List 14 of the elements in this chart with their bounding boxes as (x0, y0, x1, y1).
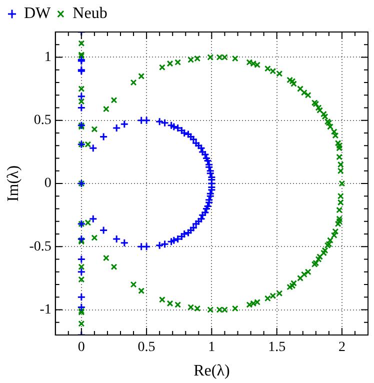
legend-label: DW (24, 5, 52, 22)
y-tick-label: 0.5 (34, 113, 52, 128)
x-tick-label: 1 (208, 340, 216, 356)
y-tick-label: -1 (40, 302, 52, 318)
x-tick-label: 0 (78, 340, 85, 356)
x-tick-label: 0.5 (138, 340, 156, 356)
y-axis-title: Im(λ) (4, 165, 22, 202)
y-tick-label: 1 (44, 50, 52, 65)
legend-label: Neub (72, 5, 108, 22)
x-tick-label: 2 (338, 340, 346, 356)
y-tick-label: -0.5 (29, 239, 52, 254)
x-axis-title: Re(λ) (194, 362, 230, 380)
y-tick-label: 0 (44, 176, 52, 192)
x-tick-label: 1.5 (268, 340, 286, 356)
